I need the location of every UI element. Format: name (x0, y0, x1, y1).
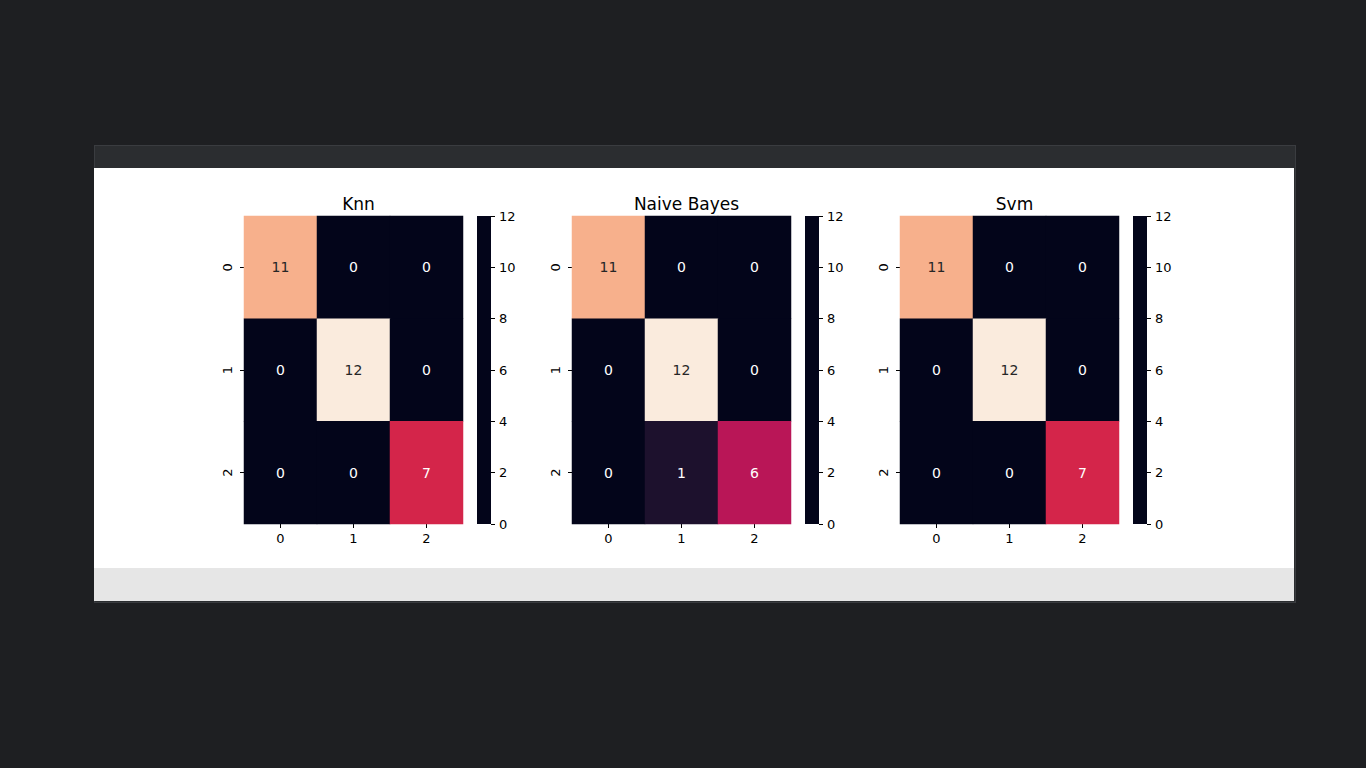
svg-text:12: 12 (1155, 209, 1172, 224)
svg-text:6: 6 (827, 363, 835, 378)
svg-text:4: 4 (499, 414, 507, 429)
svg-text:1: 1 (677, 465, 686, 481)
svg-text:10: 10 (827, 260, 844, 275)
svg-text:0: 0 (422, 362, 431, 378)
svg-text:0: 0 (1005, 465, 1014, 481)
svg-text:11: 11 (928, 259, 946, 275)
svg-text:0: 0 (276, 362, 285, 378)
svg-text:0: 0 (750, 362, 759, 378)
svg-text:1: 1 (220, 366, 235, 374)
svg-text:0: 0 (932, 531, 940, 546)
svg-text:1: 1 (548, 366, 563, 374)
svg-text:2: 2 (422, 531, 430, 546)
svg-text:1: 1 (876, 366, 891, 374)
svg-text:11: 11 (600, 259, 618, 275)
svg-text:12: 12 (499, 209, 516, 224)
svg-text:2: 2 (1155, 465, 1163, 480)
svg-text:Naive Bayes: Naive Bayes (634, 194, 739, 214)
svg-text:Svm: Svm (996, 194, 1033, 214)
svg-text:0: 0 (349, 465, 358, 481)
svg-text:8: 8 (827, 311, 835, 326)
svg-text:7: 7 (422, 465, 431, 481)
svg-text:10: 10 (499, 260, 516, 275)
svg-text:0: 0 (604, 465, 613, 481)
svg-text:0: 0 (422, 259, 431, 275)
svg-text:0: 0 (876, 263, 891, 271)
svg-text:6: 6 (1155, 363, 1163, 378)
svg-text:8: 8 (499, 311, 507, 326)
svg-text:1: 1 (677, 531, 685, 546)
svg-text:4: 4 (1155, 414, 1163, 429)
svg-text:0: 0 (548, 263, 563, 271)
svg-text:0: 0 (499, 517, 507, 532)
svg-text:0: 0 (932, 465, 941, 481)
svg-text:0: 0 (1155, 517, 1163, 532)
svg-text:2: 2 (876, 469, 891, 477)
svg-text:0: 0 (677, 259, 686, 275)
svg-text:2: 2 (499, 465, 507, 480)
svg-text:2: 2 (548, 469, 563, 477)
svg-text:0: 0 (827, 517, 835, 532)
svg-text:12: 12 (673, 362, 691, 378)
svg-text:0: 0 (1005, 259, 1014, 275)
svg-text:2: 2 (827, 465, 835, 480)
svg-text:0: 0 (1078, 362, 1087, 378)
svg-text:6: 6 (499, 363, 507, 378)
svg-text:12: 12 (1001, 362, 1019, 378)
svg-text:8: 8 (1155, 311, 1163, 326)
svg-text:2: 2 (750, 531, 758, 546)
svg-text:1: 1 (1005, 531, 1013, 546)
svg-text:2: 2 (1078, 531, 1086, 546)
svg-text:0: 0 (1078, 259, 1087, 275)
svg-text:0: 0 (932, 362, 941, 378)
svg-text:1: 1 (349, 531, 357, 546)
svg-text:0: 0 (349, 259, 358, 275)
svg-text:0: 0 (220, 263, 235, 271)
svg-text:7: 7 (1078, 465, 1087, 481)
svg-text:6: 6 (750, 465, 759, 481)
svg-text:0: 0 (604, 531, 612, 546)
svg-text:11: 11 (272, 259, 290, 275)
svg-text:12: 12 (345, 362, 363, 378)
svg-text:0: 0 (604, 362, 613, 378)
svg-text:0: 0 (276, 531, 284, 546)
svg-text:4: 4 (827, 414, 835, 429)
svg-text:0: 0 (276, 465, 285, 481)
svg-text:12: 12 (827, 209, 844, 224)
svg-text:0: 0 (750, 259, 759, 275)
svg-text:2: 2 (220, 469, 235, 477)
svg-text:Knn: Knn (342, 194, 375, 214)
svg-text:10: 10 (1155, 260, 1172, 275)
